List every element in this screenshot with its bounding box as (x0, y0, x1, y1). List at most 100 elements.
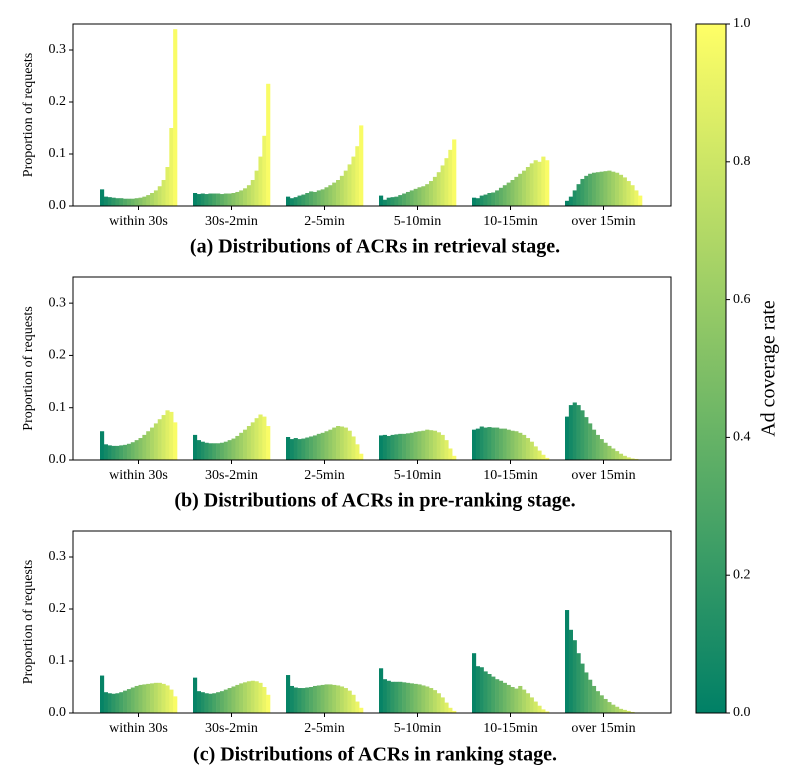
bar (324, 684, 329, 713)
axes-frame (72, 23, 672, 207)
bar (479, 195, 484, 206)
bar (212, 443, 217, 460)
bar (522, 170, 527, 206)
bar (402, 433, 407, 460)
bar (134, 440, 139, 460)
bar (223, 193, 228, 206)
bar (119, 445, 124, 460)
bar (394, 196, 399, 206)
bar (448, 707, 453, 713)
bar (402, 193, 407, 206)
bar (134, 198, 139, 206)
bar (254, 681, 259, 713)
bar (405, 191, 411, 206)
bar (266, 83, 271, 206)
bar (254, 418, 259, 460)
bar (588, 173, 593, 206)
bar (126, 198, 132, 206)
bar (495, 427, 500, 460)
bar (297, 195, 302, 206)
axes-frame (72, 276, 672, 461)
bar (115, 693, 120, 713)
bar (111, 693, 116, 713)
bar (138, 197, 143, 206)
bar (355, 701, 360, 713)
bar (355, 146, 360, 206)
bar (568, 405, 573, 460)
bar (498, 680, 504, 713)
bar (409, 190, 414, 206)
bar (421, 186, 426, 206)
bar (382, 434, 387, 460)
bar (297, 688, 302, 713)
bar (506, 429, 511, 460)
bar (626, 710, 631, 713)
bar (545, 160, 550, 206)
bar (328, 185, 333, 206)
bar (479, 426, 484, 460)
bar (525, 167, 531, 206)
axes-frame (72, 530, 672, 714)
bar (123, 444, 128, 460)
bar (115, 198, 120, 206)
bar (289, 685, 294, 713)
x-tick-label: 30s-2min (205, 214, 258, 229)
bar (402, 682, 407, 713)
bar (107, 693, 112, 713)
bar (622, 177, 627, 206)
bar (309, 436, 314, 460)
bar (506, 684, 511, 713)
bar (390, 681, 395, 713)
bar (142, 196, 147, 206)
bar (510, 180, 515, 206)
bar (262, 135, 267, 206)
y-tick-label: 0.3 (49, 42, 67, 57)
bar (336, 180, 341, 206)
bar (580, 410, 585, 460)
bar (595, 172, 600, 206)
bar (498, 428, 504, 460)
bar (603, 442, 608, 460)
bar (200, 692, 205, 713)
bar (324, 431, 329, 460)
x-tick-label: within 30s (109, 214, 168, 229)
bar (200, 193, 205, 206)
bar (425, 184, 430, 206)
bar (506, 182, 511, 206)
bar (572, 190, 577, 206)
bar (436, 172, 441, 206)
bar (227, 440, 232, 460)
bar (630, 458, 635, 460)
bar (223, 689, 228, 713)
bar (529, 441, 534, 460)
bar (568, 629, 573, 713)
bar (498, 187, 504, 206)
bar (246, 426, 252, 460)
bar (138, 684, 143, 713)
y-axis-label: Proportion of requests (21, 560, 36, 684)
bar (216, 443, 221, 460)
bar (413, 683, 418, 713)
bar (150, 427, 155, 460)
bar (537, 161, 542, 206)
bar (398, 195, 403, 206)
bar (398, 433, 403, 460)
bar (618, 708, 624, 713)
bar (382, 679, 387, 713)
bar (123, 690, 128, 713)
bar (150, 683, 155, 713)
bar (126, 443, 132, 460)
bar (405, 682, 411, 713)
bar (157, 419, 162, 460)
y-axis-label: Proportion of requests (21, 306, 36, 430)
bar (301, 438, 306, 460)
bar (580, 178, 585, 206)
bar (444, 158, 449, 206)
bar (502, 185, 507, 206)
bar (305, 687, 310, 713)
bar (266, 426, 271, 460)
bar (258, 414, 263, 460)
bar (432, 430, 438, 460)
bar (293, 197, 298, 206)
bar (537, 450, 542, 460)
